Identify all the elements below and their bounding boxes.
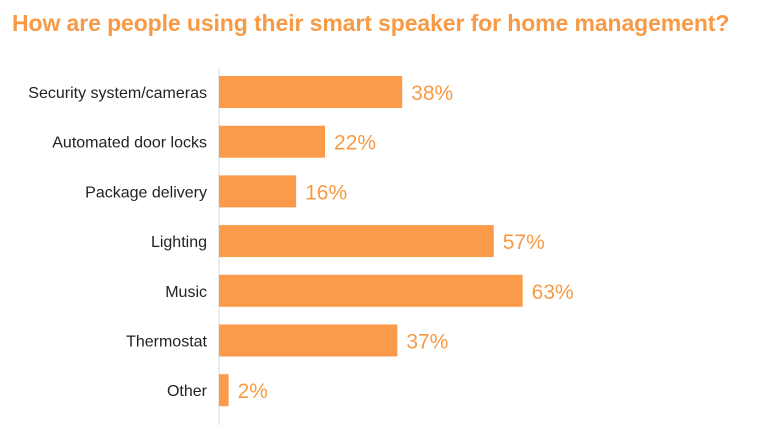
category-label-1: Automated door locks (52, 135, 207, 152)
bar-4 (219, 274, 523, 307)
bar-1 (219, 125, 326, 158)
category-label-4: Music (165, 284, 207, 301)
category-label-2: Package delivery (85, 184, 207, 201)
category-label-0: Security system/cameras (28, 85, 207, 102)
bar-3 (219, 225, 494, 258)
value-label-4: 63% (532, 281, 574, 304)
value-label-6: 2% (238, 380, 268, 403)
category-label-3: Lighting (151, 234, 207, 251)
value-label-3: 57% (503, 231, 545, 254)
bars-group: Security system/cameras 38% Automated door… (28, 76, 574, 407)
bar-0 (219, 76, 403, 108)
bar-5 (219, 324, 398, 357)
value-label-5: 37% (406, 331, 448, 354)
category-label-6: Other (167, 383, 208, 400)
bar-6 (219, 374, 229, 407)
value-label-0: 38% (411, 82, 453, 105)
value-label-1: 22% (334, 132, 376, 155)
bar-2 (219, 175, 297, 208)
value-label-2: 16% (305, 181, 347, 204)
category-label-5: Thermostat (126, 334, 207, 351)
chart-title: How are people using their smart speaker… (12, 10, 730, 36)
